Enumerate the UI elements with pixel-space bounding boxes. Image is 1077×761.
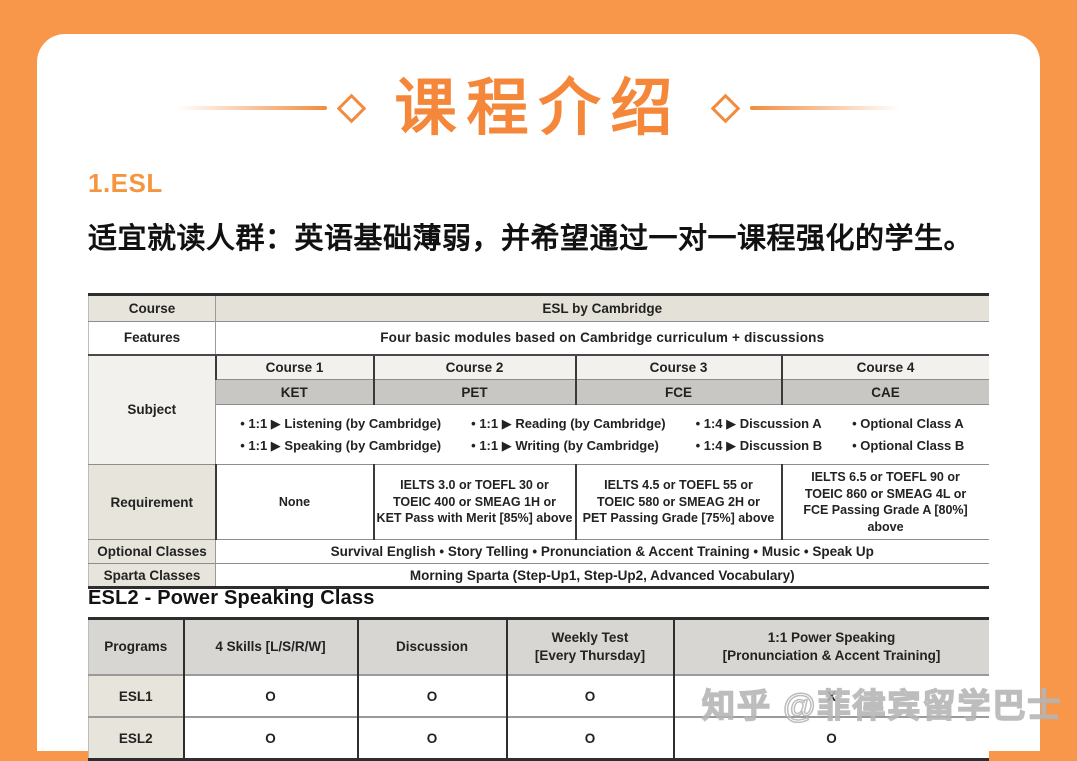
diamond-ornament-left-icon: [337, 93, 367, 123]
requirement-course2: IELTS 3.0 or TOEFL 30 or TOEIC 400 or SM…: [372, 464, 576, 540]
title-rule-right: [749, 106, 900, 110]
requirement-course1: None: [214, 464, 374, 540]
title-rule-left: [177, 106, 328, 110]
row-label-sparta-classes: Sparta Classes: [88, 563, 216, 588]
module-listening-speaking: • 1:1 ▶ Listening (by Cambridge) • 1:1 ▶…: [240, 413, 441, 456]
header-line: [Pronunciation & Accent Training]: [722, 648, 941, 663]
module-line: • Optional Class B: [852, 437, 965, 453]
module-line: • 1:1 ▶ Writing (by Cambridge): [471, 437, 659, 453]
course4-header: Course 4: [780, 353, 989, 380]
requirement-line: IELTS 3.0 or TOEFL 30 or: [400, 478, 549, 493]
table-row-course-numbers: Subject Course 1 Course 2 Course 3 Cours…: [88, 353, 989, 465]
module-line: • 1:1 ▶ Speaking (by Cambridge): [240, 437, 442, 453]
header-programs: Programs: [88, 618, 184, 675]
requirement-line: IELTS 6.5 or TOEFL 90 or: [811, 470, 960, 484]
row-label-course: Course: [88, 294, 216, 322]
title-banner: 课程介绍: [37, 68, 1040, 148]
header-4-skills: 4 Skills [L/S/R/W]: [182, 618, 358, 675]
zhihu-watermark: 知乎 @菲律宾留学巴士: [701, 686, 1063, 725]
module-line: • 1:1 ▶ Reading (by Cambridge): [471, 416, 666, 432]
requirement-course4: IELTS 6.5 or TOEFL 90 or TOEIC 860 or SM…: [780, 464, 989, 540]
table-row-requirement: Requirement None IELTS 3.0 or TOEFL 30 o…: [88, 464, 989, 540]
requirement-line: IELTS 4.5 or TOEFL 55 or: [604, 478, 753, 493]
features-value: Four basic modules based on Cambridge cu…: [215, 321, 989, 355]
modules-cell: • 1:1 ▶ Listening (by Cambridge) • 1:1 ▶…: [215, 404, 989, 465]
esl1-discussion: O: [356, 674, 507, 717]
esl2-discussion: O: [356, 716, 507, 760]
course3-header: Course 3: [574, 353, 782, 380]
esl2-table-heading: ESL2 - Power Speaking Class: [88, 587, 375, 609]
page-title: 课程介绍: [394, 71, 683, 144]
modules-list: • 1:1 ▶ Listening (by Cambridge) • 1:1 ▶…: [216, 413, 989, 456]
esl2-weekly-test: O: [505, 716, 674, 760]
course1-header: Course 1: [214, 353, 374, 380]
course2-header: Course 2: [372, 353, 576, 380]
optional-classes-value: Survival English • Story Telling • Pronu…: [215, 539, 989, 564]
table-row-optional-classes: Optional Classes Survival English • Stor…: [88, 539, 989, 564]
row-label-subject: Subject: [88, 353, 216, 465]
esl-audience-description: 适宜就读人群：英语基础薄弱，并希望通过一对一课程强化的学生。: [88, 223, 974, 255]
esl1-row: ESL1 O O O X: [88, 674, 989, 717]
table-row-modules: • 1:1 ▶ Listening (by Cambridge) • 1:1 ▶…: [89, 404, 989, 465]
level-pet: PET: [372, 379, 576, 405]
module-line: • 1:4 ▶ Discussion A: [695, 416, 822, 432]
requirement-line: KET Pass with Merit [85%] above: [376, 511, 573, 526]
requirement-line: FCE Passing Grade A [80%] above: [803, 503, 968, 534]
level-cae: CAE: [780, 379, 989, 405]
header-discussion: Discussion: [356, 618, 507, 675]
row-label-features: Features: [88, 321, 216, 355]
requirement-line: PET Passing Grade [75%] above: [582, 511, 775, 526]
table-row-features: Features Four basic modules based on Cam…: [88, 321, 989, 355]
esl2-4skills: O: [182, 716, 358, 760]
header-line: Weekly Test: [551, 629, 629, 645]
row-label-requirement: Requirement: [88, 464, 216, 540]
header-line: [Every Thursday]: [534, 648, 646, 663]
header-line: 1:1 Power Speaking: [767, 629, 896, 645]
requirement-course3: IELTS 4.5 or TOEFL 55 or TOEIC 580 or SM…: [574, 464, 782, 540]
program-esl1: ESL1: [88, 674, 184, 717]
section-heading-esl: 1.ESL: [88, 168, 163, 198]
program-esl2: ESL2: [88, 716, 184, 760]
table-row-course: Course ESL by Cambridge: [88, 294, 989, 322]
module-line: • 1:1 ▶ Listening (by Cambridge): [240, 416, 442, 432]
module-reading-writing: • 1:1 ▶ Reading (by Cambridge) • 1:1 ▶ W…: [471, 413, 665, 456]
requirement-line: TOEIC 580 or SMEAG 2H or: [596, 494, 760, 509]
level-fce: FCE: [574, 379, 782, 405]
table-row-levels: KET PET FCE CAE: [89, 379, 989, 405]
module-line: • Optional Class A: [852, 416, 964, 432]
sparta-classes-value: Morning Sparta (Step-Up1, Step-Up2, Adva…: [215, 563, 989, 588]
table-row-sparta-classes: Sparta Classes Morning Sparta (Step-Up1,…: [88, 563, 989, 588]
requirement-line: TOEIC 860 or SMEAG 4L or: [804, 486, 967, 501]
course-value: ESL by Cambridge: [215, 294, 989, 322]
diamond-ornament-right-icon: [710, 93, 740, 123]
requirement-line: TOEIC 400 or SMEAG 1H or: [392, 494, 556, 509]
esl2-power-speaking-table: Programs 4 Skills [L/S/R/W] Discussion W…: [88, 617, 989, 761]
header-power-speaking: 1:1 Power Speaking [Pronunciation & Acce…: [672, 618, 989, 675]
row-label-optional-classes: Optional Classes: [88, 539, 216, 564]
esl1-weekly-test: O: [505, 674, 674, 717]
level-ket: KET: [215, 379, 374, 405]
module-line: • 1:4 ▶ Discussion B: [695, 437, 823, 453]
module-optional-class: • Optional Class A • Optional Class B: [852, 413, 964, 456]
module-discussion: • 1:4 ▶ Discussion A • 1:4 ▶ Discussion …: [696, 413, 823, 456]
esl2-header-row: Programs 4 Skills [L/S/R/W] Discussion W…: [88, 618, 989, 675]
header-weekly-test: Weekly Test [Every Thursday]: [505, 618, 674, 675]
esl1-4skills: O: [182, 674, 358, 717]
esl1-power-speaking: X: [672, 674, 989, 717]
esl-course-table: Course ESL by Cambridge Features Four ba…: [88, 293, 989, 589]
